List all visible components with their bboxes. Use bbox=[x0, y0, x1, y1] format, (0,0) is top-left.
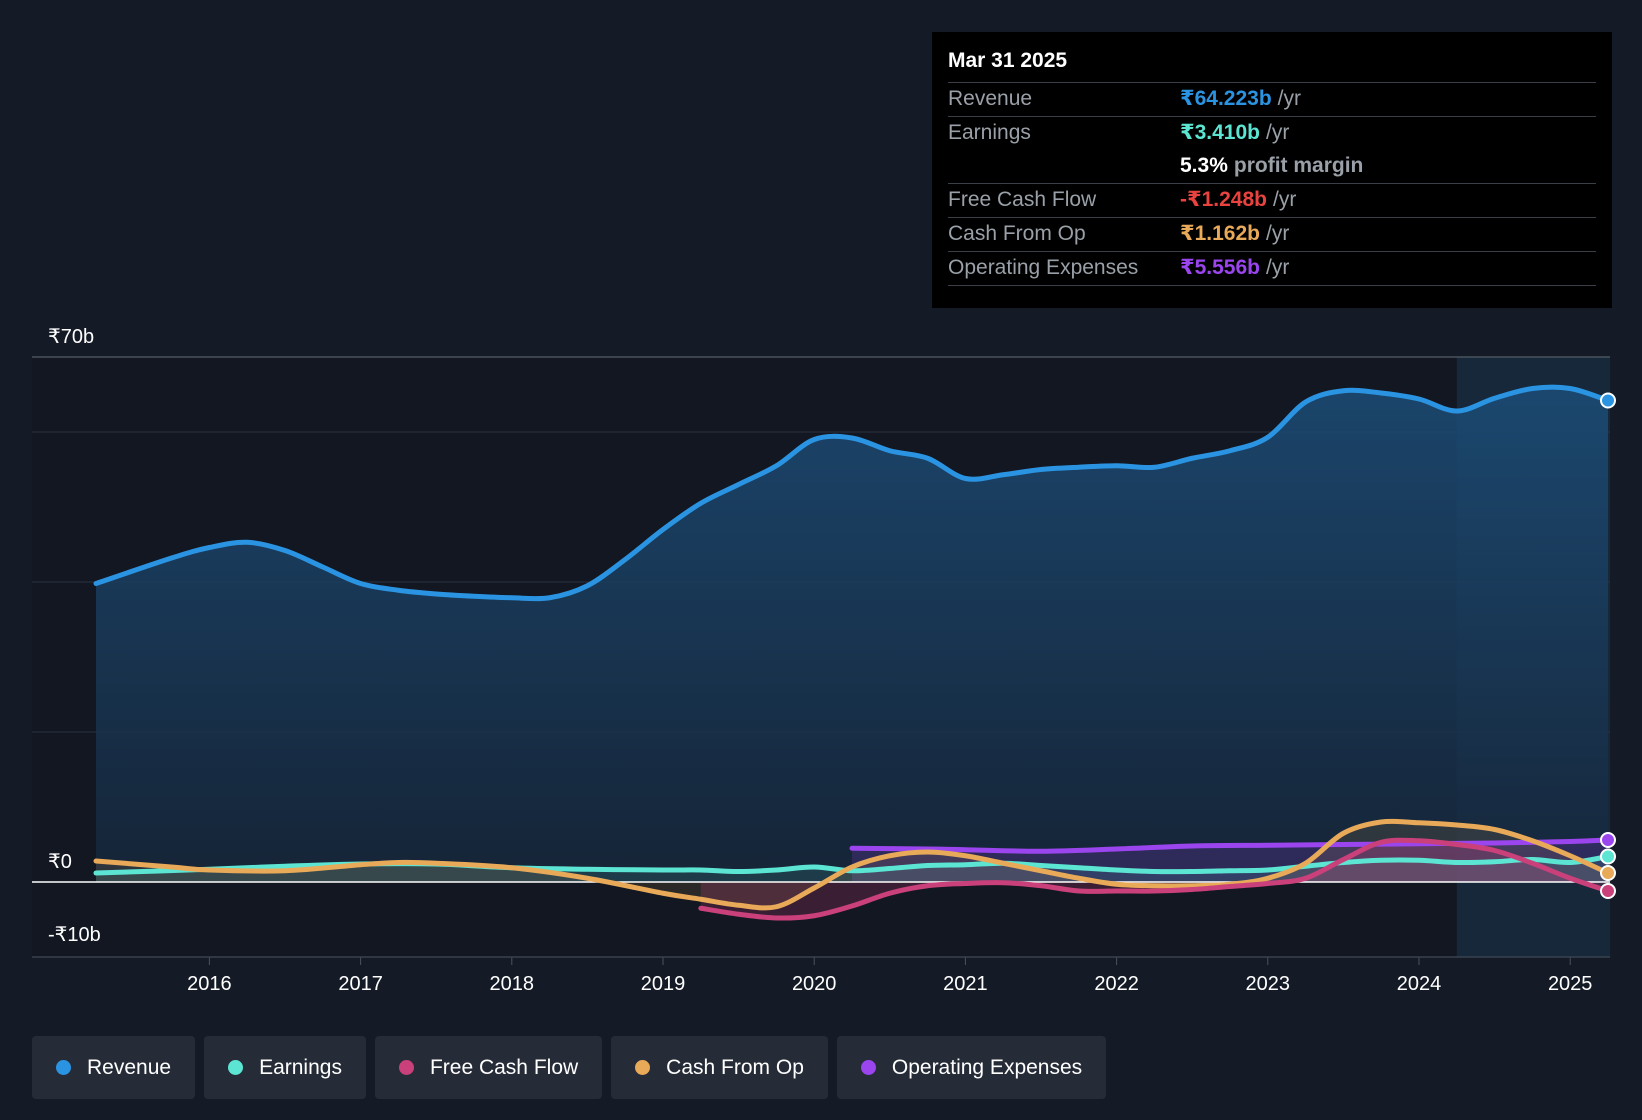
x-tick-label: 2025 bbox=[1548, 973, 1593, 995]
x-tick-label: 2022 bbox=[1094, 973, 1139, 995]
profit-margin-value: 5.3% bbox=[1180, 154, 1228, 177]
legend-item-cash-from-op[interactable]: Cash From Op bbox=[611, 1036, 828, 1099]
tooltip-date: Mar 31 2025 bbox=[948, 46, 1596, 83]
tooltip-label: Revenue bbox=[948, 87, 1033, 110]
legend-item-earnings[interactable]: Earnings bbox=[204, 1036, 366, 1099]
revenue-line bbox=[93, 384, 1611, 602]
free-cash-flow-endpoint bbox=[1600, 883, 1616, 899]
tooltip-value: ₹64.223b bbox=[1180, 87, 1272, 110]
tooltip-value: -₹1.248b bbox=[1180, 188, 1267, 211]
tooltip-unit: /yr bbox=[1266, 121, 1290, 144]
tooltip-row-free-cash-flow: Free Cash Flow -₹1.248b /yr bbox=[948, 184, 1596, 218]
free-cash-flow-line bbox=[698, 837, 1611, 921]
x-tick-label: 2021 bbox=[943, 973, 988, 995]
revenue-area bbox=[96, 387, 1608, 882]
profit-margin-label: profit margin bbox=[1233, 154, 1364, 177]
x-tick-label: 2017 bbox=[338, 973, 383, 995]
tooltip-panel: Mar 31 2025 Revenue ₹64.223b /yr Earning… bbox=[932, 32, 1612, 308]
tooltip-label: Free Cash Flow bbox=[948, 188, 1097, 211]
y-axis-labels: ₹70b ₹0 -₹10b bbox=[48, 326, 101, 946]
tooltip-label: Operating Expenses bbox=[948, 256, 1139, 279]
earnings-area bbox=[96, 856, 1608, 882]
legend-dot-icon bbox=[56, 1060, 71, 1075]
x-tick-label: 2018 bbox=[490, 973, 535, 995]
series-endpoints bbox=[1600, 392, 1616, 899]
y-tick-label: -₹10b bbox=[48, 924, 101, 946]
revenue-endpoint bbox=[1600, 392, 1616, 409]
series-lines bbox=[93, 384, 1611, 921]
legend-dot-icon bbox=[228, 1060, 244, 1075]
operating-expenses-line bbox=[849, 837, 1611, 854]
tooltip-unit: /yr bbox=[1277, 87, 1301, 110]
legend-label: Earnings bbox=[259, 1055, 342, 1079]
x-tick-label: 2023 bbox=[1246, 973, 1291, 995]
tooltip-label: Earnings bbox=[948, 121, 1031, 144]
tooltip-row-earnings: Earnings ₹3.410b /yr bbox=[948, 117, 1596, 150]
x-tick-label: 2019 bbox=[641, 973, 686, 995]
y-tick-label: ₹70b bbox=[48, 326, 94, 348]
legend-dot-icon bbox=[398, 1060, 414, 1075]
tooltip-value: ₹3.410b bbox=[1180, 121, 1260, 144]
legend-label: Operating Expenses bbox=[891, 1055, 1083, 1079]
tooltip-unit: /yr bbox=[1272, 188, 1297, 211]
x-tick-label: 2024 bbox=[1397, 973, 1442, 995]
y-tick-label: ₹0 bbox=[48, 851, 72, 873]
x-tick-label: 2020 bbox=[792, 973, 837, 995]
legend-dot-icon bbox=[635, 1060, 651, 1075]
legend-label: Free Cash Flow bbox=[429, 1055, 579, 1079]
tooltip-label: Cash From Op bbox=[948, 222, 1086, 245]
legend: Revenue Earnings Free Cash Flow Cash Fro… bbox=[32, 1036, 1107, 1099]
legend-item-revenue[interactable]: Revenue bbox=[32, 1036, 196, 1099]
x-axis-labels: 2016 2017 2018 2019 2020 2021 2022 2023 2024 2025 bbox=[32, 356, 1610, 995]
legend-item-operating-expenses[interactable]: Operating Expenses bbox=[836, 1036, 1107, 1099]
tooltip-value: ₹1.162b bbox=[1180, 222, 1260, 245]
tooltip-value: ₹5.556b bbox=[1180, 256, 1260, 279]
tooltip-row-revenue: Revenue ₹64.223b /yr bbox=[948, 83, 1596, 117]
tooltip-unit: /yr bbox=[1266, 256, 1290, 279]
tooltip-unit: /yr bbox=[1266, 222, 1290, 245]
legend-label: Cash From Op bbox=[666, 1055, 804, 1079]
x-tick-label: 2016 bbox=[187, 973, 232, 995]
cash-from-op-line bbox=[93, 818, 1611, 911]
legend-item-free-cash-flow[interactable]: Free Cash Flow bbox=[374, 1036, 603, 1099]
earnings-endpoint bbox=[1600, 848, 1616, 865]
legend-dot-icon bbox=[860, 1060, 876, 1075]
legend-label: Revenue bbox=[87, 1055, 172, 1079]
cash-from-op-endpoint bbox=[1600, 865, 1616, 881]
tooltip-row-profit-margin: 5.3% profit margin bbox=[948, 150, 1596, 184]
tooltip-row-cash-from-op: Cash From Op ₹1.162b /yr bbox=[948, 218, 1596, 252]
operating-expenses-endpoint bbox=[1600, 832, 1616, 848]
tooltip-row-operating-expenses: Operating Expenses ₹5.556b /yr bbox=[948, 252, 1596, 286]
